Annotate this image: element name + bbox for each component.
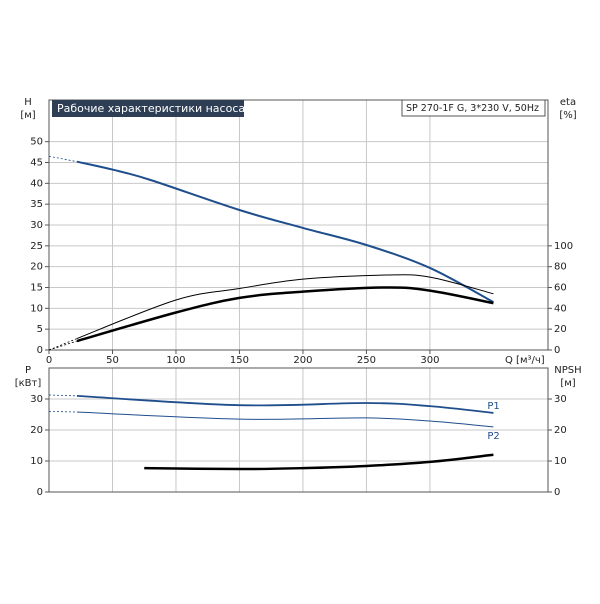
y-tick-label: 45 <box>30 158 43 169</box>
series-line <box>76 160 494 303</box>
y2-tick-label: 20 <box>554 425 567 436</box>
chart-title: Рабочие характеристики насоса <box>57 102 245 115</box>
subtitle-box <box>401 99 546 117</box>
y2-axis-label: eta <box>560 97 576 108</box>
x-tick-label: 150 <box>230 355 249 366</box>
y2-axis-unit: [м] <box>560 378 575 389</box>
y2-tick-label: 0 <box>554 345 560 356</box>
y-tick-label: 50 <box>30 137 43 148</box>
series-label: P1 <box>487 401 499 412</box>
y-axis-unit: [м] <box>20 110 35 121</box>
y2-tick-label: 20 <box>554 324 567 335</box>
y-tick-label: 40 <box>30 178 43 189</box>
line-extrapolation <box>48 394 77 397</box>
y-axis-label: H <box>24 97 32 108</box>
y-tick-label: 20 <box>30 425 43 436</box>
title-box <box>52 100 244 117</box>
x-axis-label: Q [м³/ч] <box>505 355 545 366</box>
x-tick-label: 0 <box>46 355 52 366</box>
y2-tick-label: 60 <box>554 283 567 294</box>
y2-tick-label: 40 <box>554 303 567 314</box>
y-tick-label: 5 <box>37 324 43 335</box>
y2-tick-label: 30 <box>554 394 567 405</box>
x-tick-label: 250 <box>357 355 376 366</box>
x-tick-label: 300 <box>420 355 439 366</box>
y-tick-label: 30 <box>30 220 43 231</box>
y-tick-label: 20 <box>30 262 43 273</box>
line-extrapolation <box>48 155 78 163</box>
y2-tick-label: 80 <box>554 262 567 273</box>
y-axis-label: P <box>25 365 31 376</box>
y2-tick-label: 100 <box>554 241 573 252</box>
series-line <box>76 274 494 340</box>
y-tick-label: 30 <box>30 394 43 405</box>
y2-axis-label: NPSH <box>554 365 581 376</box>
series-label: P2 <box>487 431 499 442</box>
y2-tick-label: 10 <box>554 456 567 467</box>
chart-subtitle: SP 270-1F G, 3*230 V, 50Hz <box>406 103 539 114</box>
y-axis-unit: [кВт] <box>15 378 42 389</box>
y-tick-label: 35 <box>30 199 43 210</box>
series-line <box>144 453 494 471</box>
x-tick-label: 100 <box>166 355 185 366</box>
x-tick-label: 200 <box>293 355 312 366</box>
y2-axis-unit: [%] <box>559 110 576 121</box>
y-tick-label: 0 <box>37 345 43 356</box>
line-extrapolation <box>48 411 77 413</box>
y-tick-label: 25 <box>30 241 43 252</box>
y-tick-label: 15 <box>30 283 43 294</box>
y-tick-label: 0 <box>37 487 43 498</box>
line-extrapolation <box>48 340 78 351</box>
series-line <box>76 395 494 414</box>
y-tick-label: 10 <box>30 456 43 467</box>
series-line <box>76 286 494 343</box>
x-tick-label: 50 <box>106 355 119 366</box>
series-line <box>76 411 494 428</box>
y2-tick-label: 0 <box>554 487 560 498</box>
y-tick-label: 10 <box>30 303 43 314</box>
